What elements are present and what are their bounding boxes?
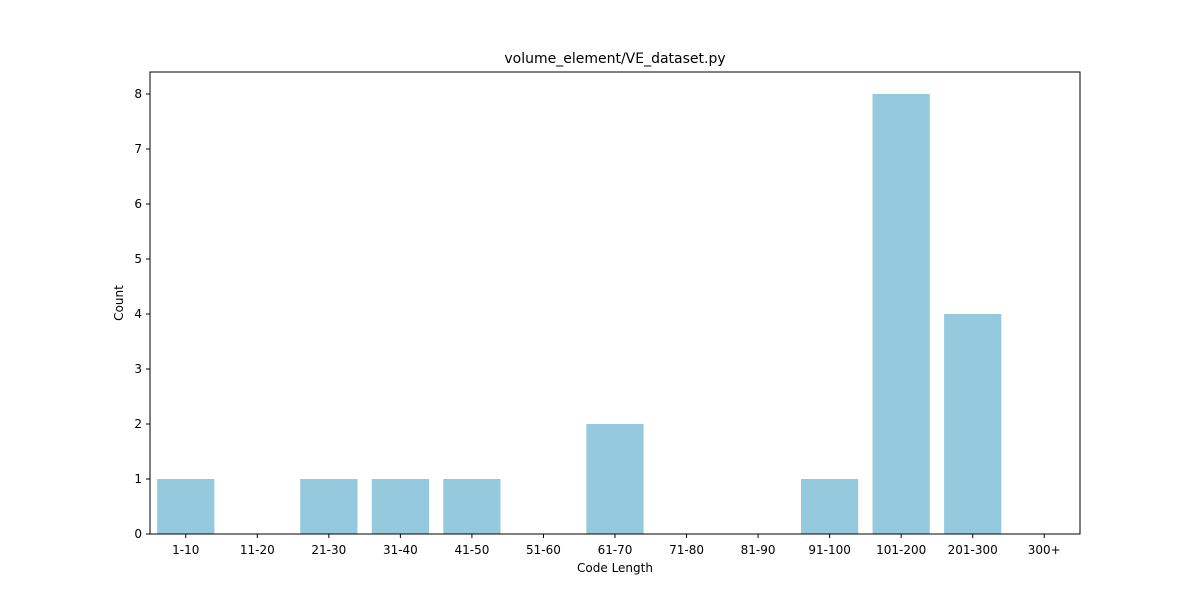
x-tick-label: 1-10 [172,543,199,557]
y-axis: 0 1 2 3 4 5 6 7 8 [134,87,150,541]
bar-61-70 [586,424,644,534]
bar-201-300 [944,314,1002,534]
x-tick-label: 21-30 [311,543,346,557]
x-tick-label: 91-100 [808,543,851,557]
x-tick-label: 31-40 [383,543,418,557]
y-tick-label: 6 [134,197,142,211]
x-tick-label: 41-50 [454,543,489,557]
bar-101-200 [872,94,930,534]
y-tick-label: 0 [134,527,142,541]
chart-title: volume_element/VE_dataset.py [504,51,725,67]
bars-group [157,94,1002,534]
x-tick-label: 101-200 [876,543,926,557]
x-tick-label: 51-60 [526,543,561,557]
x-tick-label: 11-20 [240,543,275,557]
y-tick-label: 8 [134,87,142,101]
x-tick-label: 61-70 [598,543,633,557]
y-tick-label: 7 [134,142,142,156]
y-tick-label: 2 [134,417,142,431]
y-tick-label: 1 [134,472,142,486]
y-tick-label: 3 [134,362,142,376]
x-tick-label: 71-80 [669,543,704,557]
x-tick-label: 201-300 [948,543,998,557]
bar-21-30 [300,479,358,534]
x-tick-label: 300+ [1028,543,1061,557]
y-tick-label: 4 [134,307,142,321]
bar-31-40 [371,479,429,534]
x-tick-label: 81-90 [741,543,776,557]
plot-frame [149,71,1081,535]
bar-91-100 [801,479,859,534]
x-axis: 1-10 11-20 21-30 31-40 41-50 51-60 61-70 71-80 8… [172,534,1061,557]
x-axis-label: Code Length [577,561,653,575]
bar-41-50 [443,479,501,534]
y-axis-label: Count [112,285,126,321]
bar-1-10 [157,479,215,534]
y-tick-label: 5 [134,252,142,266]
